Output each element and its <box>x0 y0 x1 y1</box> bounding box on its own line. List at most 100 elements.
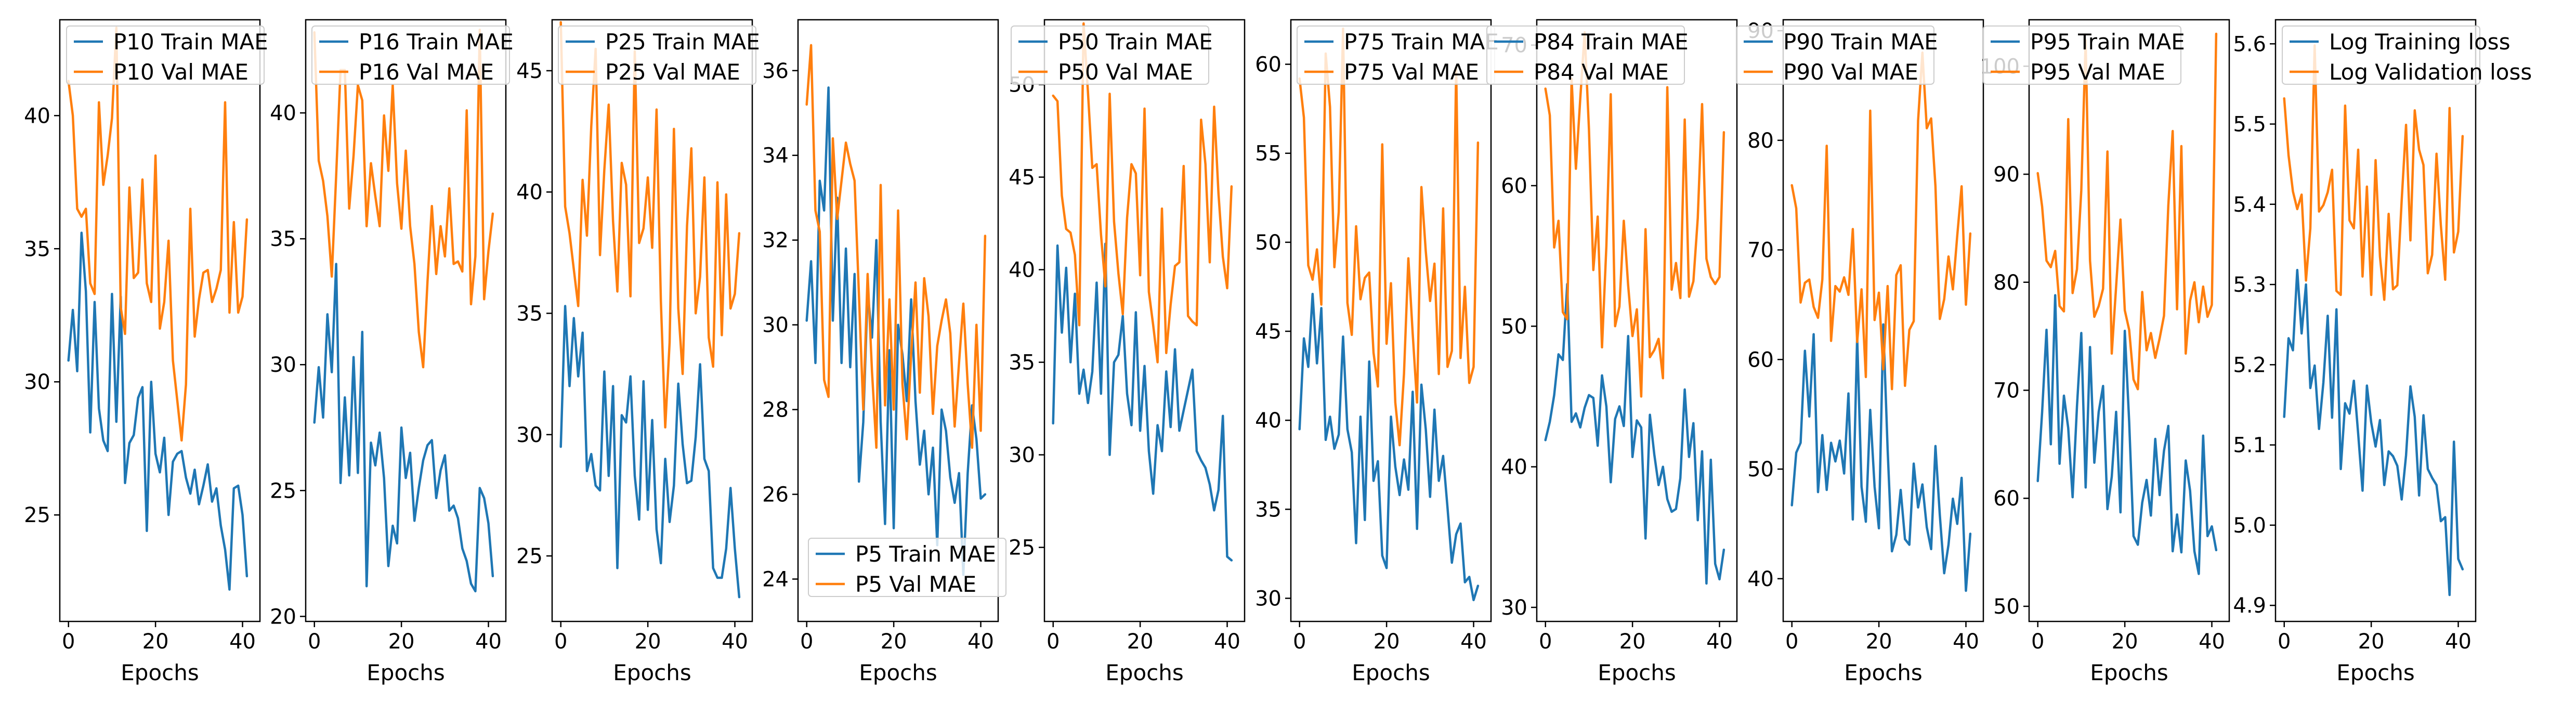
x-tick-label: 0 <box>1047 630 1060 654</box>
legend-box <box>66 25 265 85</box>
x-tick-label: 40 <box>2199 630 2225 654</box>
y-tick-label: 5.4 <box>2233 193 2266 217</box>
y-tick-label: 26 <box>762 483 789 507</box>
legend-10: Log Training loss Log Validation loss <box>2282 25 2532 85</box>
y-tick-label: 35 <box>270 227 296 251</box>
x-axis-label: Epochs <box>1598 660 1676 685</box>
x-tick-label: 0 <box>62 630 75 654</box>
legend-label: P5 Val MAE <box>855 572 976 597</box>
y-tick-label: 5.2 <box>2233 353 2266 377</box>
legend-label: Log Training loss <box>2329 29 2510 55</box>
legend-label: P50 Val MAE <box>1058 59 1193 85</box>
x-axis-label: Epochs <box>859 660 937 685</box>
axes-frame-1 <box>59 19 261 622</box>
y-tick-label: 5.6 <box>2233 32 2266 56</box>
y-tick-label: 35 <box>1009 351 1035 375</box>
y-tick-label: 25 <box>24 503 50 527</box>
legend-box <box>1983 25 2181 85</box>
y-tick-label: 30 <box>516 423 543 447</box>
x-tick-label: 0 <box>1539 630 1552 654</box>
y-tick-label: 30 <box>1501 596 1527 620</box>
legend-label: P25 Val MAE <box>605 59 740 85</box>
val-series-line-3 <box>559 21 741 429</box>
x-tick-label: 40 <box>1214 630 1240 654</box>
y-tick-label: 40 <box>24 104 50 128</box>
axes-frame-2 <box>305 19 507 622</box>
x-axis-label: Epochs <box>613 660 691 685</box>
y-tick-label: 40 <box>1009 258 1035 282</box>
y-tick-label: 30 <box>1255 587 1282 611</box>
axes-frame-7 <box>1536 19 1738 622</box>
axes-frame-5 <box>1043 19 1246 622</box>
y-tick-label: 5.3 <box>2233 273 2266 297</box>
x-axis-label: Epochs <box>1105 660 1184 685</box>
legend-box <box>1011 25 1209 85</box>
y-tick-label: 5.5 <box>2233 113 2266 137</box>
legend-box <box>1486 25 1685 85</box>
y-tick-label: 70 <box>1747 239 1774 263</box>
y-tick-label: 5.0 <box>2233 514 2266 538</box>
train-series-line-6 <box>1298 292 1480 602</box>
x-tick-label: 0 <box>2031 630 2044 654</box>
legend-1: P10 Train MAE P10 Val MAE <box>66 25 268 85</box>
subplot-2: 0 20 40 20 25 30 35 40 Epochs P16 Train MAE P16 Va… <box>270 19 514 685</box>
x-tick-label: 0 <box>1293 630 1306 654</box>
y-tick-label: 4.9 <box>2233 594 2266 618</box>
x-tick-label: 0 <box>308 630 321 654</box>
legend-box <box>1736 25 1934 85</box>
val-series-line-1 <box>67 27 249 442</box>
y-tick-label: 30 <box>1009 444 1035 468</box>
y-tick-label: 32 <box>762 229 789 253</box>
y-tick-label: 90 <box>1993 163 2020 187</box>
legend-label: P95 Val MAE <box>2030 59 2165 85</box>
val-series-line-9 <box>2036 32 2218 391</box>
val-series-line-6 <box>1298 27 1480 447</box>
legend-box <box>808 538 1006 597</box>
y-tick-label: 60 <box>1501 174 1527 198</box>
legend-label: P10 Train MAE <box>113 29 268 55</box>
train-series-line-8 <box>1790 323 1972 592</box>
x-tick-label: 20 <box>2358 630 2385 654</box>
x-tick-label: 40 <box>1706 630 1733 654</box>
x-axis-label: Epochs <box>2336 660 2415 685</box>
val-series-line-4 <box>805 44 987 449</box>
x-tick-label: 40 <box>1953 630 1979 654</box>
legend-8: P90 Train MAE P90 Val MAE <box>1736 25 1938 85</box>
x-tick-label: 40 <box>2445 630 2472 654</box>
val-series-line-7 <box>1544 31 1725 398</box>
legend-label: P10 Val MAE <box>113 59 249 85</box>
x-tick-label: 0 <box>800 630 813 654</box>
subplot-10: 0 20 40 4.9 5.0 5.1 5.2 5.3 5.4 5.5 5.6 Epochs Log T… <box>2233 19 2532 685</box>
y-tick-label: 24 <box>762 568 789 592</box>
x-axis-label: Epochs <box>367 660 445 685</box>
y-tick-label: 40 <box>516 180 543 204</box>
y-tick-label: 34 <box>762 144 789 168</box>
train-series-line-3 <box>559 305 741 599</box>
y-tick-label: 50 <box>1501 315 1527 339</box>
y-tick-label: 36 <box>762 59 789 83</box>
x-tick-label: 20 <box>635 630 661 654</box>
y-tick-label: 28 <box>762 398 789 422</box>
y-tick-label: 25 <box>516 544 543 568</box>
y-tick-label: 60 <box>1255 53 1282 77</box>
y-tick-label: 50 <box>1255 231 1282 255</box>
y-tick-label: 25 <box>270 479 296 503</box>
legend-4: P5 Train MAE P5 Val MAE <box>808 538 1006 597</box>
x-tick-label: 0 <box>2278 630 2291 654</box>
train-series-line-9 <box>2036 294 2218 575</box>
legend-label: P84 Train MAE <box>1534 29 1689 55</box>
y-tick-label: 45 <box>1255 320 1282 344</box>
y-tick-label: 30 <box>24 370 50 394</box>
x-tick-label: 20 <box>881 630 907 654</box>
legend-label: Log Validation loss <box>2329 59 2532 85</box>
y-tick-label: 30 <box>762 314 789 337</box>
legend-9: P95 Train MAE P95 Val MAE <box>1983 25 2185 85</box>
y-tick-label: 40 <box>1255 409 1282 433</box>
y-tick-label: 35 <box>24 237 50 261</box>
y-tick-label: 70 <box>1993 379 2020 403</box>
y-tick-label: 60 <box>1993 487 2020 511</box>
y-tick-label: 40 <box>270 101 296 125</box>
